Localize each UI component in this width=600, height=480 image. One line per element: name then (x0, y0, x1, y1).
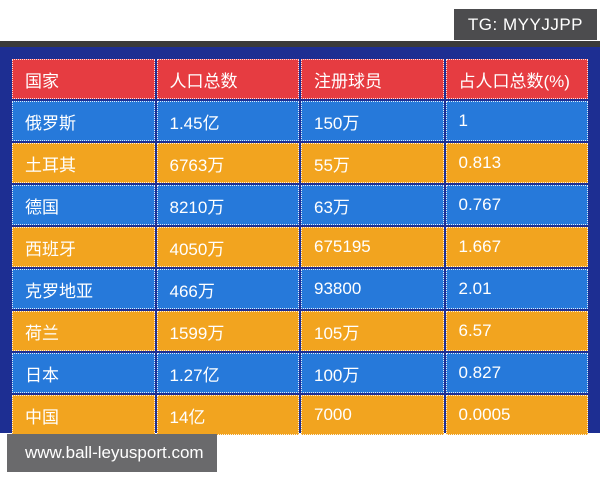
table-cell: 63万 (301, 185, 444, 225)
table-cell: 100万 (301, 353, 444, 393)
table-cell: 中国 (12, 395, 155, 435)
top-divider-strip (0, 41, 600, 47)
table-cell: 6.57 (445, 311, 588, 351)
table-cell: 0.767 (445, 185, 588, 225)
table-cell: 150万 (301, 101, 444, 141)
table-cell: 2.01 (445, 269, 588, 309)
table-cell: 0.827 (445, 353, 588, 393)
table-cell: 荷兰 (12, 311, 155, 351)
table-cell: 1599万 (156, 311, 299, 351)
table-head: 国家 人口总数 注册球员 占人口总数(%) (12, 59, 588, 99)
table-cell: 7000 (301, 395, 444, 435)
table-cell: 俄罗斯 (12, 101, 155, 141)
table-cell: 105万 (301, 311, 444, 351)
telegram-badge: TG: MYYJJPP (453, 9, 597, 40)
column-header: 注册球员 (301, 59, 444, 99)
table-cell: 0.0005 (445, 395, 588, 435)
table-row: 德国 8210万 63万 0.767 (12, 185, 588, 225)
table-cell: 德国 (12, 185, 155, 225)
table-panel: 国家 人口总数 注册球员 占人口总数(%) 俄罗斯 1.45亿 150万 1 土耳其 6763万… (0, 47, 600, 435)
table-cell: 6763万 (156, 143, 299, 183)
stats-table: 国家 人口总数 注册球员 占人口总数(%) 俄罗斯 1.45亿 150万 1 土耳其 6763万… (10, 57, 590, 437)
table-cell: 4050万 (156, 227, 299, 267)
table-cell: 西班牙 (12, 227, 155, 267)
table-row: 荷兰 1599万 105万 6.57 (12, 311, 588, 351)
table-cell: 8210万 (156, 185, 299, 225)
table-cell: 克罗地亚 (12, 269, 155, 309)
table-cell: 1 (445, 101, 588, 141)
column-header: 占人口总数(%) (445, 59, 588, 99)
table-row: 日本 1.27亿 100万 0.827 (12, 353, 588, 393)
table-cell: 1.27亿 (156, 353, 299, 393)
table-cell: 1.667 (445, 227, 588, 267)
column-header: 国家 (12, 59, 155, 99)
table-cell: 466万 (156, 269, 299, 309)
table-cell: 675195 (301, 227, 444, 267)
table-row: 俄罗斯 1.45亿 150万 1 (12, 101, 588, 141)
table-cell: 1.45亿 (156, 101, 299, 141)
table-row: 中国 14亿 7000 0.0005 (12, 395, 588, 435)
table-cell: 55万 (301, 143, 444, 183)
table-row: 西班牙 4050万 675195 1.667 (12, 227, 588, 267)
column-header: 人口总数 (156, 59, 299, 99)
table-cell: 0.813 (445, 143, 588, 183)
table-cell: 93800 (301, 269, 444, 309)
table-row: 克罗地亚 466万 93800 2.01 (12, 269, 588, 309)
table-body: 俄罗斯 1.45亿 150万 1 土耳其 6763万 55万 0.813 德国 8210万 63万 0… (12, 101, 588, 435)
website-badge: www.ball-leyusport.com (7, 434, 217, 472)
table-cell: 14亿 (156, 395, 299, 435)
table-row: 土耳其 6763万 55万 0.813 (12, 143, 588, 183)
table-cell: 土耳其 (12, 143, 155, 183)
table-cell: 日本 (12, 353, 155, 393)
table-header-row: 国家 人口总数 注册球员 占人口总数(%) (12, 59, 588, 99)
